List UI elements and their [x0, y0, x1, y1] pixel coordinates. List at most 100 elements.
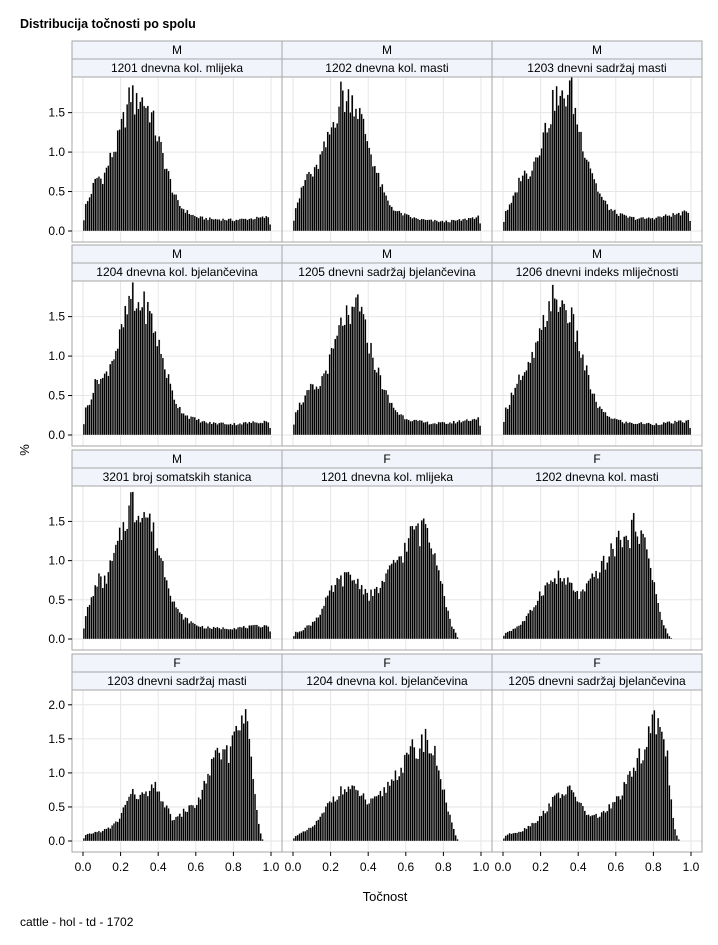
histogram-bar	[561, 299, 564, 436]
histogram-bar	[97, 573, 101, 640]
histogram-bar	[452, 420, 455, 436]
histogram-bar	[557, 792, 560, 842]
histogram-bar	[596, 817, 600, 842]
histogram-bar	[645, 422, 648, 436]
histogram-bar	[165, 805, 168, 842]
histogram-bar	[679, 215, 682, 232]
histogram-bar	[267, 626, 270, 640]
histogram-bar	[416, 522, 420, 640]
histogram-bar	[448, 221, 452, 232]
histogram-bar	[617, 419, 620, 436]
histogram-bar	[430, 423, 433, 436]
histogram-bar	[638, 543, 641, 640]
histogram-bar	[321, 375, 324, 436]
histogram-bar	[250, 422, 253, 436]
histogram-bar	[399, 555, 403, 640]
histogram-bar	[369, 798, 373, 842]
histogram-bar	[105, 167, 108, 232]
histogram-bar	[430, 548, 433, 640]
histogram-bar	[296, 631, 299, 640]
histogram-bar	[443, 595, 446, 640]
histogram-bar	[446, 811, 450, 842]
histogram-bar	[92, 595, 95, 640]
panel-frame	[491, 76, 703, 243]
histogram-bar	[388, 402, 391, 436]
histogram-bar	[413, 529, 416, 640]
histogram-bar	[521, 375, 524, 436]
histogram-bar	[322, 141, 326, 232]
histogram-bar	[328, 134, 331, 232]
histogram-bar	[184, 415, 187, 436]
histogram-bar	[527, 825, 530, 842]
histogram-bar	[617, 795, 620, 842]
histogram-bar	[109, 363, 112, 436]
histogram-bar	[458, 419, 461, 436]
histogram-bar	[315, 164, 318, 232]
histogram-bar	[352, 306, 356, 436]
panel-11: F 1204 dnevna kol. bjelančevina 0.0 0.2 0.4 0…	[281, 653, 493, 874]
histogram-bar	[352, 785, 356, 842]
histogram-bar	[668, 215, 671, 232]
histogram-bar	[681, 421, 684, 436]
histogram-bar	[549, 123, 553, 232]
histogram-bar	[319, 385, 322, 436]
y-tick-label: 1.0	[48, 349, 65, 363]
histogram-bar	[225, 219, 228, 232]
histogram-bar	[146, 301, 149, 436]
histogram-bar	[189, 804, 193, 842]
histogram-bar	[613, 209, 616, 232]
histogram-bar	[379, 587, 382, 640]
histogram-bar	[394, 210, 397, 232]
histogram-bar	[502, 635, 506, 640]
histogram-bar	[347, 571, 350, 640]
histogram-bar	[384, 792, 388, 842]
histogram-bar	[589, 168, 592, 232]
histogram-bar	[360, 584, 363, 640]
histogram-bar	[626, 774, 630, 842]
histogram-bar	[364, 319, 367, 436]
histogram-bar	[611, 548, 615, 640]
histogram-bar	[598, 406, 601, 436]
histogram-bar	[508, 404, 511, 436]
y-tick-label: 0.0	[48, 632, 65, 646]
histogram-bar	[617, 530, 620, 640]
histogram-bar	[261, 422, 264, 436]
histogram-bar	[602, 555, 605, 640]
histogram-bar	[366, 342, 369, 436]
histogram-bar	[510, 630, 513, 640]
histogram-bar	[354, 583, 358, 640]
histogram-bar	[214, 422, 217, 436]
histogram-bar	[165, 168, 168, 232]
y-tick-label: 1.5	[48, 514, 65, 528]
histogram-bar	[313, 620, 316, 640]
histogram-bar	[660, 619, 663, 640]
histogram-bar	[640, 421, 643, 436]
histogram-bar	[148, 121, 151, 232]
histogram-bar	[510, 392, 513, 436]
histogram-bar	[668, 785, 671, 842]
histogram-bar	[687, 212, 690, 232]
histogram-bar	[347, 314, 350, 436]
histogram-bar	[377, 794, 380, 842]
histogram-bar	[292, 424, 296, 436]
histogram-bar	[519, 624, 522, 640]
histogram-bar	[248, 421, 251, 436]
histogram-bar	[439, 580, 442, 640]
histogram-bar	[158, 136, 161, 232]
histogram-bar	[512, 832, 515, 842]
histogram-bar	[253, 624, 257, 640]
histogram-bar	[645, 746, 648, 842]
histogram-bar	[300, 630, 303, 640]
panel-grid: M 1201 dnevna kol. mlijeka 0.0 0.5 1.0 1.5 M 12…	[48, 40, 703, 874]
histogram-bar	[587, 814, 590, 842]
histogram-bar	[666, 215, 669, 232]
histogram-bar	[347, 88, 350, 232]
histogram-bar	[508, 832, 511, 842]
histogram-bar	[307, 827, 311, 842]
x-tick-label: 1.0	[473, 860, 490, 874]
histogram-bar	[585, 159, 588, 232]
x-tick-label: 0.8	[225, 860, 242, 874]
histogram-bar	[562, 577, 566, 640]
y-tick-label: 0.5	[48, 593, 65, 607]
histogram-bar	[660, 424, 663, 436]
